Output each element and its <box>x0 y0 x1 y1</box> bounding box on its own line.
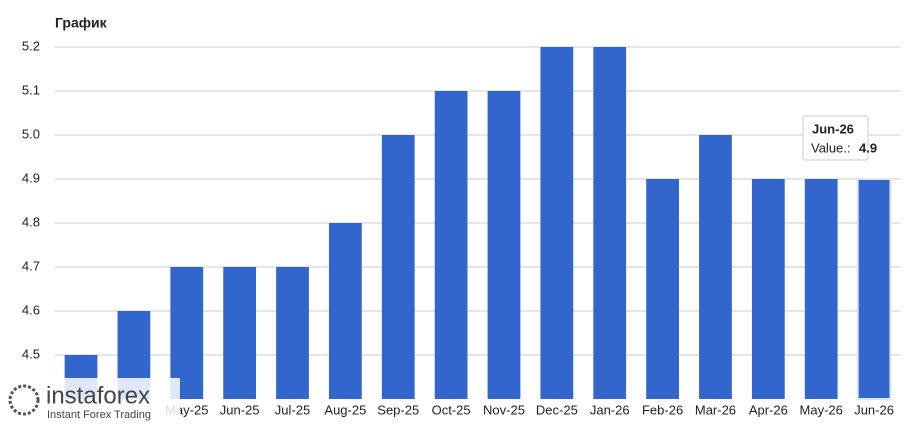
logo: instaforex Instant Forex Trading <box>0 378 180 424</box>
chart-title: График <box>55 15 108 31</box>
y-tick-label: 4.7 <box>22 258 40 273</box>
bar <box>434 91 468 399</box>
y-tick-label: 4.6 <box>22 302 40 317</box>
bar <box>804 179 838 399</box>
x-tick-label: Mar-26 <box>695 402 736 417</box>
logo-name: instaforex <box>46 382 150 409</box>
bar <box>170 267 204 399</box>
bar <box>381 135 415 399</box>
x-tick-label: Jan-26 <box>590 402 630 417</box>
x-tick-label: Dec-25 <box>536 402 578 417</box>
y-tick-label: 4.9 <box>22 170 40 185</box>
tooltip-box <box>802 115 869 161</box>
x-tick-label: Jun-26 <box>854 402 894 417</box>
x-tick-label: Apr-26 <box>749 402 788 417</box>
y-tick-label: 4.5 <box>22 346 40 361</box>
bar <box>699 135 732 399</box>
x-tick-label: Sep-25 <box>377 402 419 417</box>
tooltip-label: Value.: <box>811 140 851 155</box>
y-tick-label: 5.0 <box>22 126 40 141</box>
tooltip-title: Jun-26 <box>812 121 854 136</box>
bar <box>276 267 309 399</box>
bar <box>540 47 574 399</box>
bar <box>487 91 521 399</box>
x-tick-label: Aug-25 <box>324 402 366 417</box>
bar <box>593 47 627 399</box>
bar <box>751 179 785 399</box>
x-tick-label: Jul-25 <box>275 402 310 417</box>
x-tick-label: May-26 <box>800 402 843 417</box>
y-tick-label: 4.8 <box>22 214 40 229</box>
y-tick-label: 5.2 <box>22 38 40 53</box>
logo-tagline: Instant Forex Trading <box>47 409 151 421</box>
bar <box>328 223 362 399</box>
y-tick-label: 5.1 <box>22 82 40 97</box>
tooltip: Jun-26 Value.: 4.9 <box>802 115 877 161</box>
x-tick-label: Feb-26 <box>642 402 683 417</box>
logo-background <box>0 378 180 424</box>
logo-icon <box>8 384 40 416</box>
x-tick-label: Jun-25 <box>220 402 260 417</box>
bar <box>223 267 257 399</box>
bar <box>646 179 679 399</box>
x-tick-label: Nov-25 <box>483 402 525 417</box>
bar <box>856 178 892 400</box>
x-tick-label: Oct-25 <box>432 402 471 417</box>
tooltip-value: 4.9 <box>859 140 877 155</box>
